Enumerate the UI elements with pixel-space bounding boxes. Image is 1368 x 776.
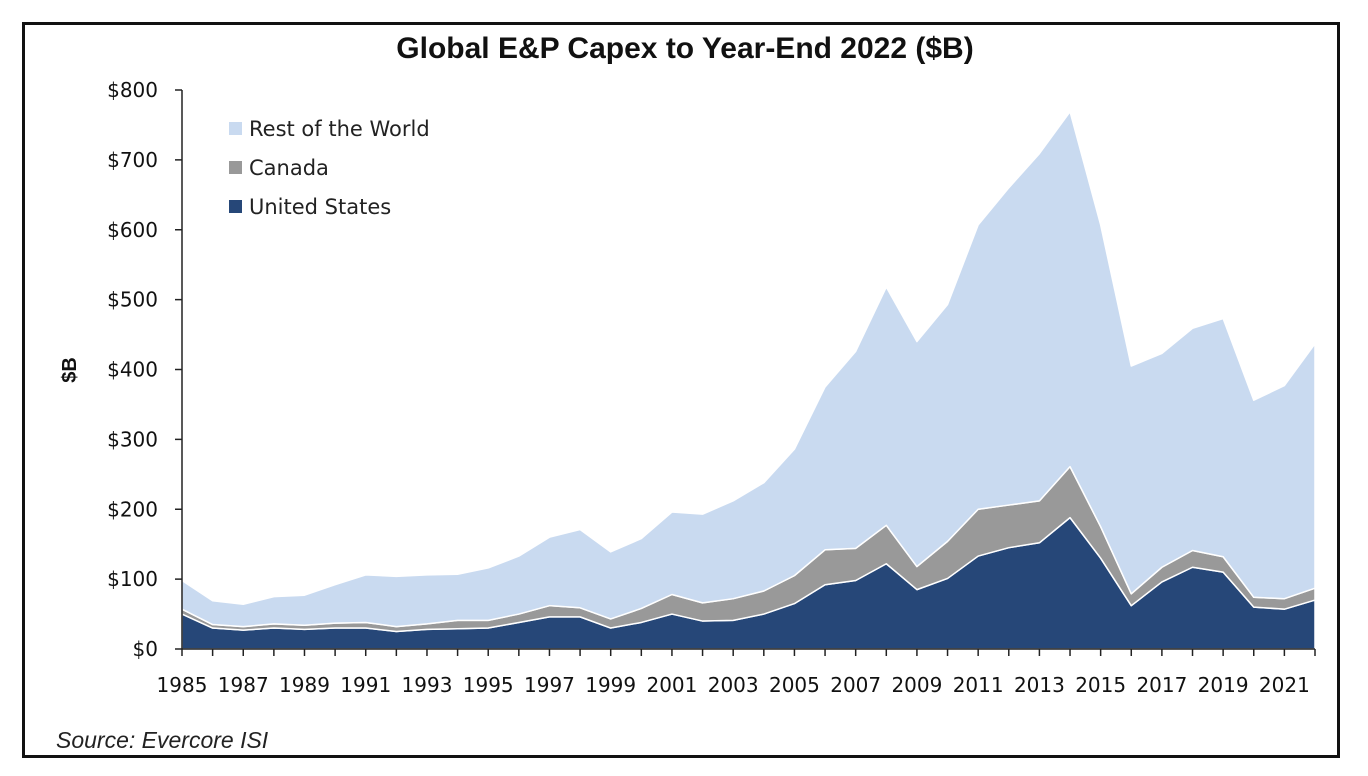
y-tick-label: $600 [107, 218, 158, 242]
legend-swatch-canada [229, 161, 242, 174]
x-tick-label: 1989 [279, 673, 330, 697]
x-tick-label: 2019 [1198, 673, 1249, 697]
x-tick-label: 1991 [340, 673, 391, 697]
x-tick-label: 2005 [769, 673, 820, 697]
x-tick-label: 1987 [218, 673, 269, 697]
x-tick-label: 1993 [402, 673, 453, 697]
x-tick-label: 2007 [830, 673, 881, 697]
x-tick-labels: 1985 1987 1989 1991 1993 1995 1997 1999 2001 2003… [157, 673, 1310, 697]
y-tick-label: $800 [107, 78, 158, 102]
x-tick-label: 2003 [708, 673, 759, 697]
chart-title: Global E&P Capex to Year-End 2022 ($B) [396, 32, 973, 65]
y-tick-label: $200 [107, 497, 158, 521]
legend-label-canada: Canada [249, 156, 329, 180]
legend-label-rest-of-the-world: Rest of the World [249, 117, 430, 141]
y-tick-label: $300 [107, 427, 158, 451]
legend-label-united-states: United States [249, 195, 391, 219]
y-tick-label: $0 [133, 637, 158, 661]
x-tick-label: 2021 [1259, 673, 1310, 697]
x-tick-label: 1997 [524, 673, 575, 697]
area-rest-of-the-world [181, 110, 1316, 628]
x-tick-label: 2013 [1014, 673, 1065, 697]
x-tick-label: 2011 [953, 673, 1004, 697]
x-tick-label: 1999 [585, 673, 636, 697]
legend: Rest of the World Canada United States [229, 117, 430, 219]
y-tick-label: $700 [107, 148, 158, 172]
source-note: Source: Evercore ISI [56, 727, 269, 753]
y-tick-label: $100 [107, 567, 158, 591]
y-tick-label: $500 [107, 288, 158, 312]
legend-swatch-united-states [229, 200, 242, 213]
legend-swatch-rest-of-the-world [229, 122, 242, 135]
y-tick-label: $400 [107, 358, 158, 382]
x-tick-label: 2017 [1136, 673, 1187, 697]
y-tick-labels: $0 $100 $200 $300 $400 $500 $600 $700 $800 [107, 78, 158, 661]
x-tick-label: 2001 [646, 673, 697, 697]
x-tick-label: 2015 [1075, 673, 1126, 697]
x-tick-label: 1995 [463, 673, 514, 697]
x-tick-label: 2009 [891, 673, 942, 697]
axes-group [175, 89, 1316, 656]
area-series-group [181, 110, 1316, 650]
y-axis-label: $B [59, 357, 81, 383]
x-tick-label: 1985 [157, 673, 208, 697]
